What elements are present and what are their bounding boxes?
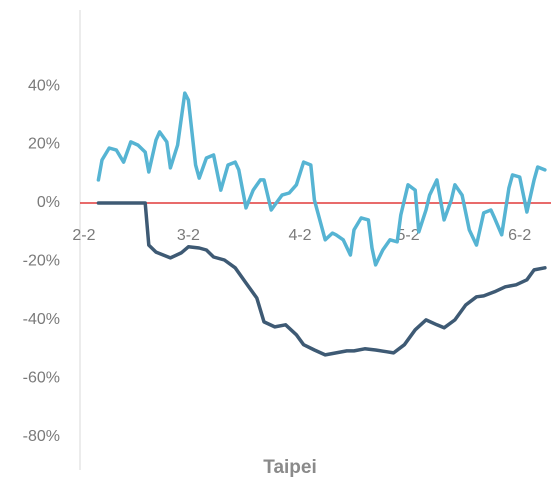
y-tick-label: 40%	[28, 77, 60, 94]
x-tick-label: 5-2	[396, 227, 419, 244]
y-tick-label: -20%	[23, 253, 60, 270]
x-tick-label: 4-2	[288, 227, 311, 244]
y-tick-label: 0%	[37, 194, 60, 211]
y-tick-label: 20%	[28, 136, 60, 153]
x-tick-label: 2-2	[72, 227, 95, 244]
series-line	[96, 91, 547, 267]
y-tick-label: -40%	[23, 311, 60, 328]
y-tick-label: -80%	[23, 428, 60, 445]
x-tick-label: 6-2	[508, 227, 531, 244]
y-tick-label: -60%	[23, 370, 60, 387]
series-line	[96, 201, 547, 357]
x-tick-label: 3-2	[177, 227, 200, 244]
x-axis-label: Taipei	[263, 457, 317, 478]
